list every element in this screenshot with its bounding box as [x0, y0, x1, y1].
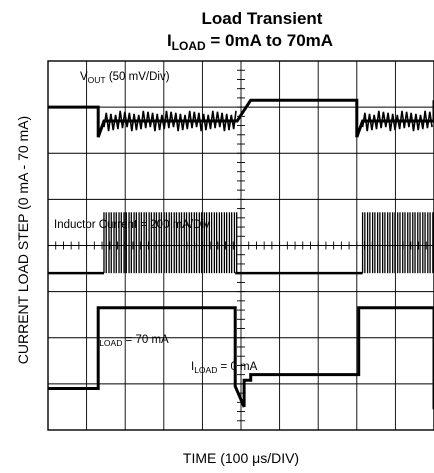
- iload-low-annotation: ILOAD = 0 mA: [191, 361, 258, 375]
- trace-inductor-current: [48, 212, 434, 275]
- chart-title: Load Transient: [202, 9, 323, 28]
- vout-annotation: VOUT (50 mV/Div): [80, 71, 170, 85]
- y-axis-label: CURRENT LOAD STEP (0 mA - 70 mA): [15, 116, 31, 364]
- vout-ripple: [361, 110, 433, 132]
- inductor-annotation: Inductor Current = 200 mA/Div: [54, 219, 210, 231]
- x-axis-label: TIME (100 μs/DIV): [183, 450, 299, 466]
- vout-ripple: [103, 110, 237, 132]
- trace-vout: [48, 98, 434, 138]
- iload-high-annotation: ILOAD = 70 mA: [96, 334, 169, 348]
- iload-line: [48, 306, 434, 410]
- chart-subtitle: ILOAD = 0mA to 70mA: [167, 31, 333, 53]
- trace-iload: [48, 306, 434, 410]
